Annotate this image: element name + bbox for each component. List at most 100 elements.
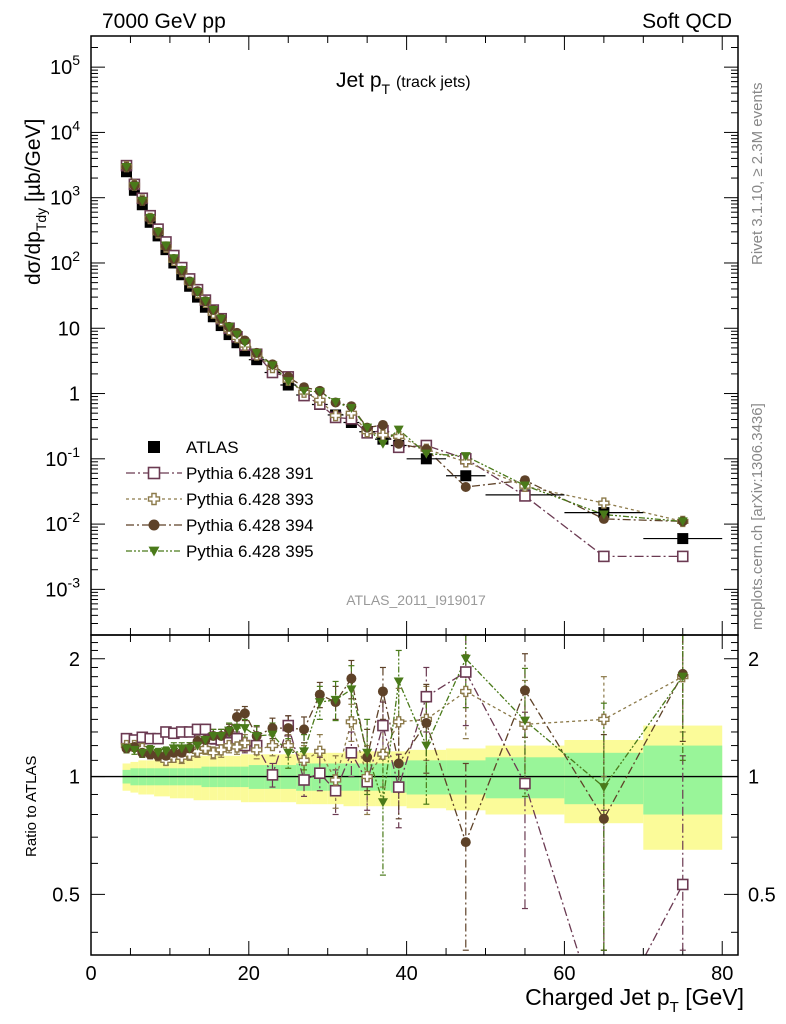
ratio-point-pythia-6428-393: [345, 716, 358, 728]
main-point-pythia-6428-393: [329, 409, 342, 422]
y-main-tick-label: 10-1: [45, 444, 80, 471]
y-main-tick-label: 10-3: [45, 574, 80, 601]
y-main-tick-label: 10-2: [45, 509, 80, 536]
ratio-point-pythia-6428-391: [329, 784, 342, 797]
main-point-atlas: [677, 533, 689, 545]
analysis-id: ATLAS_2011_I919017: [346, 592, 486, 608]
y-ratio-tick-label-left: 0.5: [52, 884, 80, 906]
ratio-point-pythia-6428-391: [676, 878, 689, 891]
main-point-pythia-6428-391: [598, 550, 610, 563]
ratio-point-pythia-6428-391: [266, 769, 279, 781]
main-point-pythia-6428-395: [677, 517, 688, 527]
ratio-point-pythia-6428-395: [121, 744, 132, 754]
main-point-pythia-6428-395: [153, 227, 164, 237]
ratio-point-pythia-6428-394: [267, 723, 278, 734]
ratio-point-pythia-6428-393: [598, 713, 610, 726]
ratio-point-pythia-6428-395: [519, 716, 530, 726]
ratio-point-pythia-6428-391: [377, 719, 389, 732]
main-point-pythia-6428-395: [184, 277, 195, 287]
y-ratio-tick-label-right: 0.5: [748, 884, 776, 906]
y-ratio-tick-label-left: 2: [69, 649, 80, 671]
ratio-point-pythia-6428-395: [677, 672, 688, 682]
ratio-point-pythia-6428-394: [231, 711, 242, 722]
main-point-pythia-6428-395: [377, 439, 388, 449]
ratio-point-pythia-6428-394: [314, 689, 325, 700]
main-point-pythia-6428-395: [160, 241, 171, 251]
ratio-point-pythia-6428-391: [345, 747, 358, 759]
main-point-pythia-6428-393: [314, 394, 326, 406]
y-main-tick-label: 102: [50, 248, 80, 275]
legend-label-pythia-6428-395: Pythia 6.428 395: [186, 542, 314, 561]
ratio-point-pythia-6428-395: [137, 748, 148, 758]
main-point-pythia-6428-393: [598, 497, 610, 509]
legend-marker-pythia-6428-395: [148, 546, 160, 557]
main-point-pythia-6428-395: [299, 386, 310, 396]
main-point-pythia-6428-395: [208, 306, 219, 316]
mcplots-label: mcplots.cern.ch [arXiv:1306.3436]: [749, 403, 766, 630]
ratio-point-pythia-6428-394: [460, 837, 471, 848]
x-tick-label: 40: [395, 963, 417, 985]
ratio-point-pythia-6428-391: [152, 732, 164, 745]
main-point-pythia-6428-395: [460, 452, 471, 462]
ratio-point-pythia-6428-395: [393, 677, 404, 687]
ratio-point-pythia-6428-393: [250, 744, 263, 756]
ratio-point-pythia-6428-393: [215, 744, 227, 756]
ratio-point-pythia-6428-393: [298, 754, 310, 767]
main-point-pythia-6428-395: [176, 266, 187, 276]
main-point-atlas: [460, 470, 472, 482]
x-tick-label: 20: [238, 963, 260, 985]
ratio-point-pythia-6428-393: [460, 685, 472, 698]
ratio-point-pythia-6428-393: [223, 739, 235, 752]
ratio-point-pythia-6428-391: [420, 690, 433, 703]
ratio-point-pythia-6428-394: [598, 813, 609, 824]
y-main-tick-label: 1: [69, 384, 80, 406]
y-main-label: dσ/dpTdy [µb/GeV]: [22, 119, 49, 285]
legend-marker-pythia-6428-391: [147, 466, 161, 480]
ratio-point-pythia-6428-395: [299, 747, 310, 757]
main-point-pythia-6428-395: [145, 213, 156, 223]
main-point-pythia-6428-395: [231, 330, 242, 340]
ratio-point-pythia-6428-395: [377, 798, 388, 808]
ratio-point-pythia-6428-395: [251, 731, 262, 741]
main-point-pythia-6428-394: [393, 438, 404, 449]
main-point-pythia-6428-395: [267, 361, 278, 371]
main-point-pythia-6428-395: [251, 348, 262, 358]
main-point-pythia-6428-391: [676, 550, 689, 563]
x-tick-label: 80: [711, 963, 733, 985]
main-point-pythia-6428-395: [137, 196, 148, 206]
ratio-point-pythia-6428-393: [207, 747, 219, 759]
legend-label-atlas: ATLAS: [186, 438, 239, 457]
ratio-point-pythia-6428-394: [421, 718, 432, 729]
x-axis-label: Charged Jet pT [GeV]: [525, 984, 744, 1016]
legend-label-pythia-6428-391: Pythia 6.428 391: [186, 464, 314, 483]
main-point-pythia-6428-395: [519, 481, 530, 491]
main-point-pythia-6428-395: [168, 254, 179, 264]
ratio-point-pythia-6428-395: [168, 744, 179, 754]
ratio-point-pythia-6428-391: [314, 767, 326, 780]
main-point-atlas: [420, 453, 432, 465]
main-point-pythia-6428-393: [460, 456, 472, 468]
ratio-point-pythia-6428-391: [298, 774, 310, 786]
main-point-pythia-6428-395: [330, 398, 341, 408]
y-ratio-label: Ratio to ATLAS: [23, 756, 40, 857]
y-main-tick-label: 104: [50, 117, 80, 144]
main-point-pythia-6428-395: [598, 510, 609, 520]
main-point-pythia-6428-395: [216, 314, 227, 324]
ratio-point-pythia-6428-395: [314, 698, 325, 708]
ratio-point-pythia-6428-395: [598, 783, 609, 793]
ratio-point-pythia-6428-394: [283, 723, 294, 734]
main-point-pythia-6428-393: [345, 407, 358, 419]
plot-title: Jet pT (track jets): [336, 69, 471, 97]
main-point-pythia-6428-395: [192, 287, 203, 297]
ratio-point-pythia-6428-394: [393, 758, 404, 769]
ratio-point-pythia-6428-395: [145, 745, 156, 755]
ratio-point-pythia-6428-395: [283, 748, 294, 758]
main-point-pythia-6428-394: [460, 482, 471, 493]
ratio-point-pythia-6428-395: [231, 724, 242, 734]
legend-marker-pythia-6428-394: [148, 519, 160, 531]
x-tick-label: 60: [553, 963, 575, 985]
ratio-point-pythia-6428-394: [239, 708, 250, 719]
ratio-point-pythia-6428-395: [330, 695, 341, 705]
main-point-pythia-6428-395: [314, 387, 325, 397]
